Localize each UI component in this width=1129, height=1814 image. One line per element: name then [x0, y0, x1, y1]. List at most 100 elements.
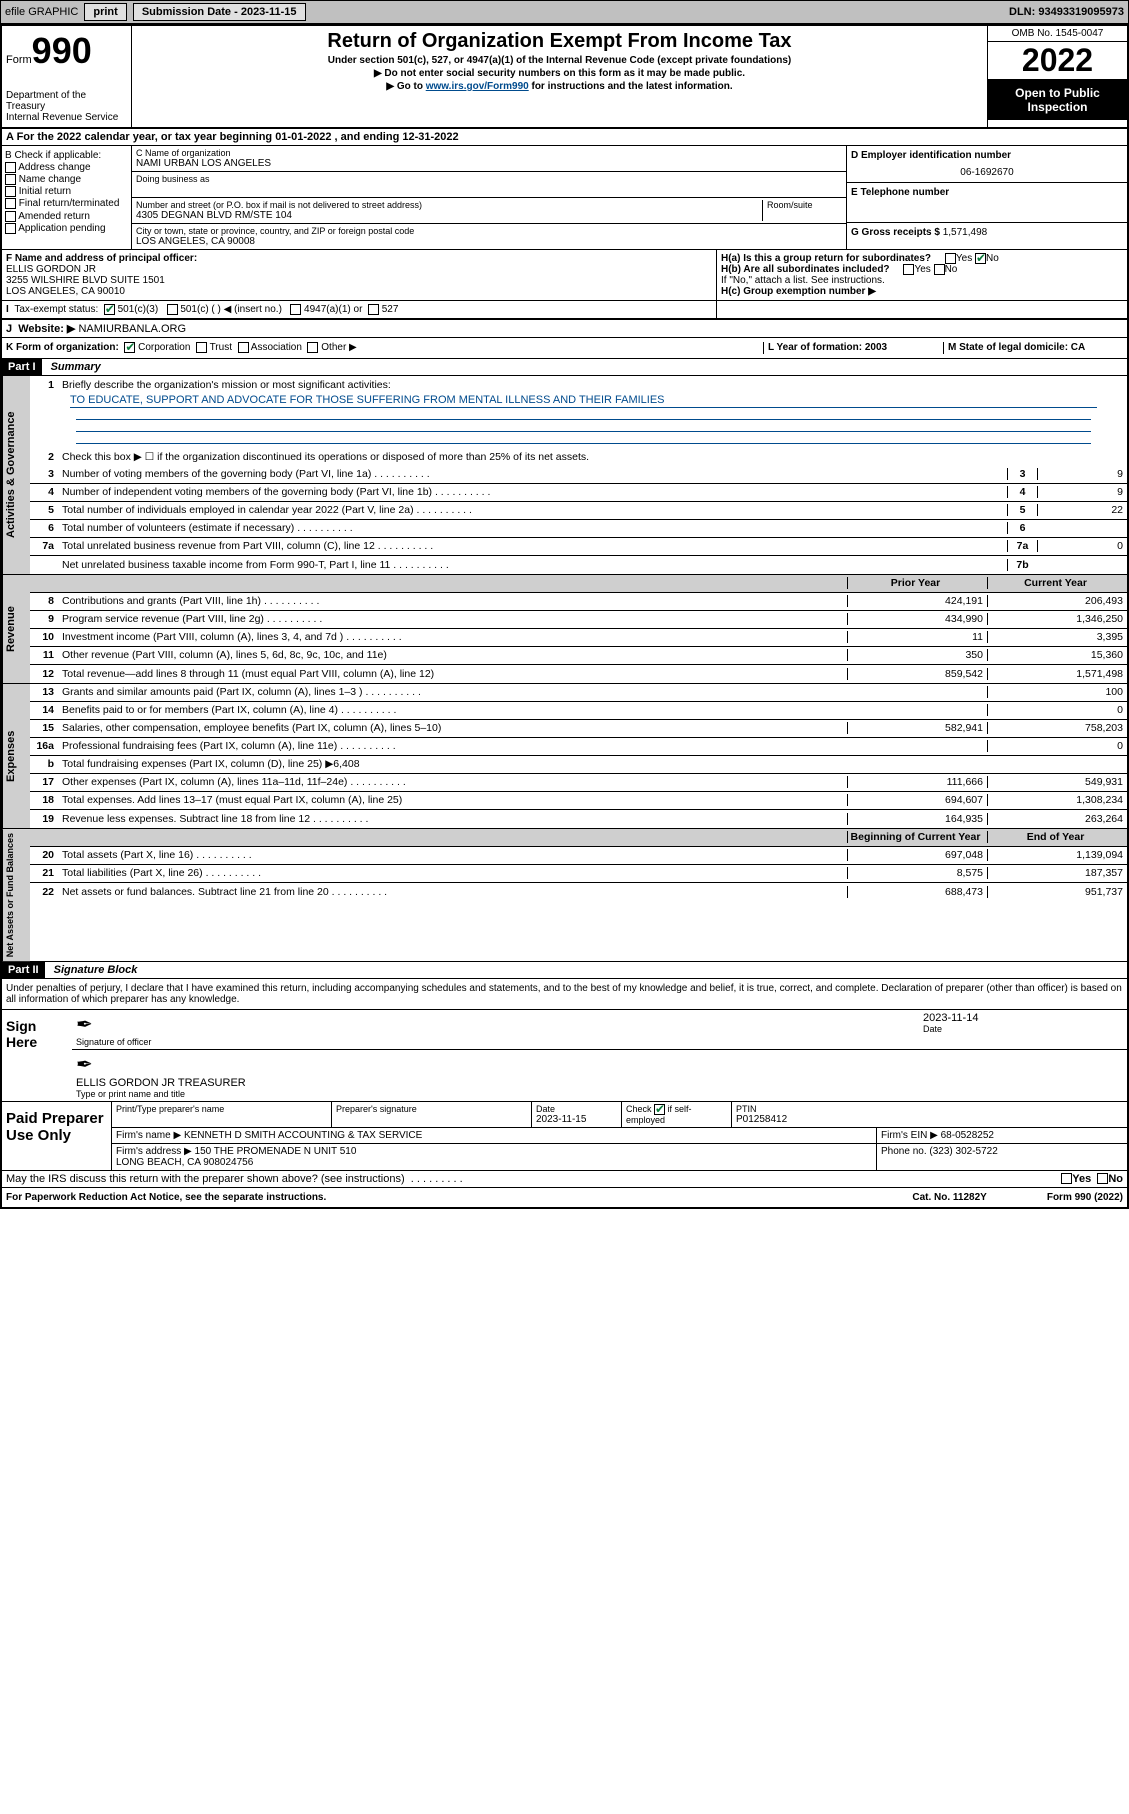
sub3-b: for instructions and the latest informat… — [529, 81, 733, 92]
ck-corp[interactable] — [124, 342, 135, 353]
row-a-tax-year: A For the 2022 calendar year, or tax yea… — [2, 129, 1127, 146]
officer-label: F Name and address of principal officer: — [6, 253, 197, 264]
top-toolbar: efile GRAPHIC print Submission Date - 20… — [0, 0, 1129, 24]
ck-assoc[interactable] — [238, 342, 249, 353]
hb-label: H(b) Are all subordinates included? — [721, 264, 890, 275]
hb2-label: If "No," attach a list. See instructions… — [721, 275, 1123, 286]
hb-no[interactable] — [934, 264, 945, 275]
org-name: NAMI URBAN LOS ANGELES — [136, 158, 842, 169]
form-word: Form — [6, 54, 32, 66]
checkbox-address-change[interactable] — [5, 162, 16, 173]
discuss-row: May the IRS discuss this return with the… — [2, 1171, 1127, 1188]
dept-label: Department of the Treasury Internal Reve… — [6, 90, 127, 123]
firm-phone: (323) 302-5722 — [929, 1146, 997, 1157]
dln-label: DLN: 93493319095973 — [1009, 6, 1124, 18]
checkbox-name-change[interactable] — [5, 174, 16, 185]
form-title: Return of Organization Exempt From Incom… — [136, 30, 983, 53]
room-label: Room/suite — [767, 200, 842, 210]
website-value: NAMIURBANLA.ORG — [78, 323, 186, 335]
side-net: Net Assets or Fund Balances — [2, 829, 30, 961]
mission-line-blank — [76, 432, 1091, 444]
row-k-l-m: K Form of organization: Corporation Trus… — [2, 338, 1127, 358]
section-revenue: Revenue Prior YearCurrent Year 8Contribu… — [2, 575, 1127, 684]
ck-527[interactable] — [368, 304, 379, 315]
open-to-public: Open to Public Inspection — [988, 80, 1127, 120]
line5-value: 22 — [1037, 504, 1127, 516]
column-d: D Employer identification number06-16926… — [847, 146, 1127, 249]
part-1-header: Part I Summary — [2, 359, 1127, 376]
tax-year: 2022 — [988, 42, 1127, 80]
checkbox-initial-return[interactable] — [5, 186, 16, 197]
section-net-assets: Net Assets or Fund Balances Beginning of… — [2, 829, 1127, 962]
org-address: 4305 DEGNAN BLVD RM/STE 104 — [136, 210, 762, 221]
ptin-value: P01258412 — [736, 1114, 1123, 1125]
paid-preparer-block: Paid Preparer Use Only Print/Type prepar… — [2, 1102, 1127, 1171]
efile-label: efile GRAPHIC — [5, 6, 78, 18]
ha-yes[interactable] — [945, 253, 956, 264]
phone-label-e: E Telephone number — [851, 187, 949, 198]
ck-4947[interactable] — [290, 304, 301, 315]
ck-other[interactable] — [307, 342, 318, 353]
tax-exempt-label: Tax-exempt status: — [14, 304, 98, 315]
section-b-c-d: B Check if applicable: Address change Na… — [2, 146, 1127, 250]
discuss-no[interactable] — [1097, 1173, 1108, 1184]
mission-text: TO EDUCATE, SUPPORT AND ADVOCATE FOR THO… — [70, 394, 1097, 408]
ck-self-employed[interactable] — [654, 1104, 665, 1115]
submission-date-button[interactable]: Submission Date - 2023-11-15 — [133, 3, 306, 21]
section-governance: Activities & Governance 1Briefly describ… — [2, 376, 1127, 575]
form-subtitle-1: Under section 501(c), 527, or 4947(a)(1)… — [136, 55, 983, 66]
line4-value: 9 — [1037, 486, 1127, 498]
hdr-end: End of Year — [987, 831, 1127, 843]
line3-value: 9 — [1037, 468, 1127, 480]
row-f-h: F Name and address of principal officer:… — [2, 250, 1127, 301]
page-footer: For Paperwork Reduction Act Notice, see … — [2, 1188, 1127, 1207]
column-b: B Check if applicable: Address change Na… — [2, 146, 132, 249]
side-expenses: Expenses — [2, 684, 30, 828]
omb-number: OMB No. 1545-0047 — [988, 26, 1127, 42]
side-revenue: Revenue — [2, 575, 30, 683]
form-container: Form990 Department of the Treasury Inter… — [0, 24, 1129, 1209]
ha-label: H(a) Is this a group return for subordin… — [721, 253, 931, 264]
year-formation: L Year of formation: 2003 — [768, 342, 887, 353]
paid-preparer-label: Paid Preparer Use Only — [2, 1102, 112, 1170]
sign-here-label: Sign Here — [2, 1010, 72, 1101]
row-i-j: I Tax-exempt status: 501(c)(3) 501(c) ( … — [2, 301, 1127, 320]
line2-text: Check this box ▶ ☐ if the organization d… — [60, 449, 1127, 465]
ck-501c3[interactable] — [104, 304, 115, 315]
form-of-org-label: K Form of organization: — [6, 343, 119, 354]
print-button[interactable]: print — [84, 3, 126, 21]
discuss-yes[interactable] — [1061, 1173, 1072, 1184]
hdr-beginning: Beginning of Current Year — [847, 831, 987, 843]
form-header: Form990 Department of the Treasury Inter… — [2, 26, 1127, 129]
state-domicile: M State of legal domicile: CA — [948, 342, 1085, 353]
section-expenses: Expenses 13Grants and similar amounts pa… — [2, 684, 1127, 829]
col-b-header: B Check if applicable: — [5, 150, 128, 161]
form-number: 990 — [32, 30, 92, 71]
hc-label: H(c) Group exemption number ▶ — [721, 286, 876, 297]
checkbox-final-return[interactable] — [5, 198, 16, 209]
checkbox-app-pending[interactable] — [5, 223, 16, 234]
city-label: City or town, state or province, country… — [136, 226, 842, 236]
part-2-header: Part II Signature Block — [2, 962, 1127, 979]
form-subtitle-2: ▶ Do not enter social security numbers o… — [136, 68, 983, 79]
checkbox-amended[interactable] — [5, 211, 16, 222]
firm-name: KENNETH D SMITH ACCOUNTING & TAX SERVICE — [184, 1130, 422, 1141]
gross-receipts-label: G Gross receipts $ — [851, 227, 940, 238]
side-governance: Activities & Governance — [2, 376, 30, 574]
addr-label: Number and street (or P.O. box if mail i… — [136, 200, 762, 210]
ck-501c[interactable] — [167, 304, 178, 315]
ha-no[interactable] — [975, 253, 986, 264]
sign-here-block: Sign Here ✒Signature of officer2023-11-1… — [2, 1010, 1127, 1102]
org-city: LOS ANGELES, CA 90008 — [136, 236, 842, 247]
pra-notice: For Paperwork Reduction Act Notice, see … — [6, 1192, 912, 1203]
hdr-prior: Prior Year — [847, 577, 987, 589]
mission-line-blank — [76, 408, 1091, 420]
irs-link[interactable]: www.irs.gov/Form990 — [426, 81, 529, 92]
hb-yes[interactable] — [903, 264, 914, 275]
ein-label: D Employer identification number — [851, 150, 1011, 161]
line7a-value: 0 — [1037, 540, 1127, 552]
officer-name: ELLIS GORDON JR TREASURER — [76, 1077, 1123, 1089]
org-name-label: C Name of organization — [136, 148, 842, 158]
ck-trust[interactable] — [196, 342, 207, 353]
declaration: Under penalties of perjury, I declare th… — [2, 979, 1127, 1010]
